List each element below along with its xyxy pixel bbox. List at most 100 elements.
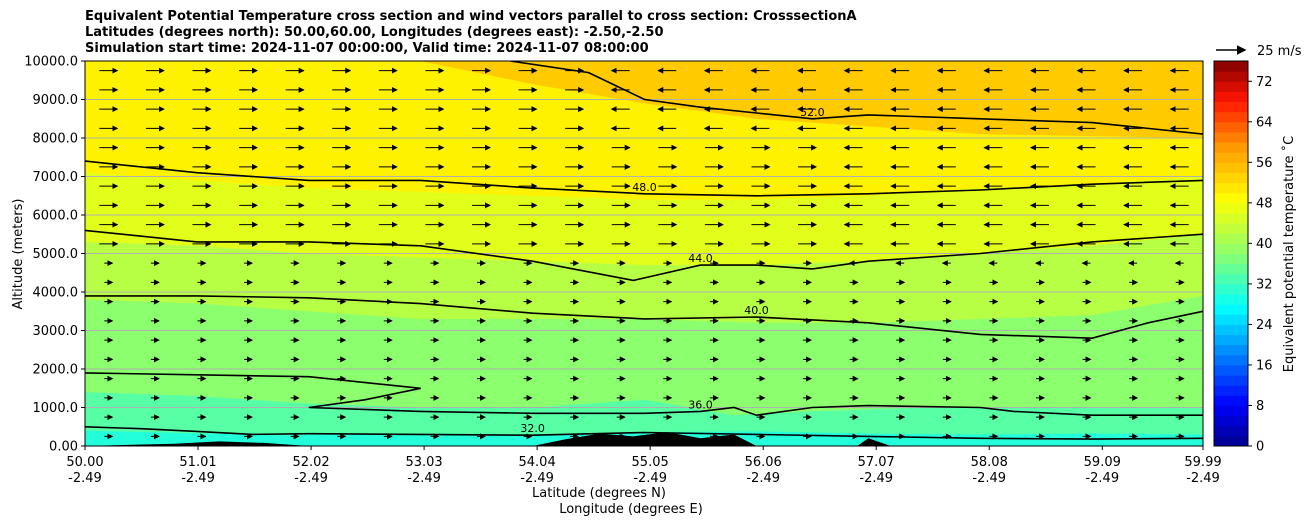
colorbar-segment	[1214, 435, 1248, 447]
x-tick-label-lon: -2.49	[972, 471, 1006, 486]
x-tick-label-lat: 50.00	[66, 455, 103, 470]
wind-key: 25 m/s	[1216, 44, 1302, 59]
y-tick-label: 9000.0	[33, 93, 79, 108]
colorbar-segment	[1214, 405, 1248, 417]
x-tick-label-lat: 58.08	[971, 455, 1008, 470]
y-tick-label: 3000.0	[33, 324, 79, 339]
colorbar-segment	[1214, 172, 1248, 184]
x-tick-label-lon: -2.49	[633, 471, 667, 486]
x-tick-label-lon: -2.49	[294, 471, 328, 486]
colorbar-segment	[1214, 233, 1248, 244]
x-tick-label-lat: 51.01	[179, 455, 216, 470]
colorbar-segment	[1214, 415, 1248, 427]
contour-label: 36.0	[688, 398, 713, 411]
contour-label: 44.0	[688, 252, 713, 265]
contour-label: 48.0	[632, 181, 657, 194]
colorbar-segment	[1214, 314, 1248, 325]
colorbar-tick-label: 48	[1256, 196, 1273, 211]
y-tick-label: 10000.0	[24, 55, 78, 70]
y-tick-label: 8000.0	[33, 132, 79, 147]
colorbar-segment	[1214, 375, 1248, 386]
colorbar-segment	[1214, 283, 1248, 295]
contour-label: 32.0	[520, 422, 545, 435]
x-tick-label-lon: -2.49	[520, 471, 554, 486]
colorbar: 0 8 16 24 32 40 48 56 64 72	[1213, 60, 1273, 455]
y-axis: 0.00 1000.0 2000.0 3000.0 4000.0 5000.0 6000.0…	[24, 55, 85, 455]
x-tick-label-lat: 54.04	[519, 455, 556, 470]
colorbar-tick-label: 72	[1256, 75, 1273, 90]
colorbar-segment	[1214, 121, 1248, 133]
colorbar-segment	[1214, 354, 1248, 366]
colorbar-segment	[1214, 142, 1248, 153]
colorbar-segment	[1214, 81, 1248, 92]
colorbar-tick-label: 24	[1256, 318, 1273, 333]
colorbar-segment	[1214, 294, 1248, 305]
colorbar-segment	[1214, 273, 1248, 285]
colorbar-segment	[1214, 61, 1248, 72]
colorbar-segment	[1214, 152, 1248, 163]
y-axis-label: Altitude (meters)	[11, 199, 26, 310]
colorbar-tick-label: 64	[1256, 115, 1273, 130]
x-tick-label-lat: 53.03	[405, 455, 442, 470]
x-tick-label-lon: -2.49	[68, 471, 102, 486]
contour-line	[85, 426, 1203, 440]
x-axis: 50.00-2.4951.01-2.4952.02-2.4953.03-2.49…	[66, 446, 1222, 486]
x-tick-label-lon: -2.49	[746, 471, 780, 486]
colorbar-segment	[1214, 253, 1248, 265]
contour-line	[85, 295, 1203, 340]
colorbar-segment	[1214, 111, 1248, 123]
x-tick-label-lat: 59.09	[1084, 455, 1121, 470]
colorbar-segment	[1214, 425, 1248, 437]
contour-line	[85, 372, 1203, 417]
y-tick-label: 5000.0	[33, 247, 79, 262]
title-line-3: Simulation start time: 2024-11-07 00:00:…	[85, 41, 649, 56]
x-tick-label-lon: -2.49	[1186, 471, 1220, 486]
terrain-silhouette	[85, 432, 1203, 446]
colorbar-tick-label: 8	[1256, 399, 1264, 414]
x-tick-label-lon: -2.49	[407, 471, 441, 486]
x-tick-label-lon: -2.49	[1085, 471, 1119, 486]
title-line-1: Equivalent Potential Temperature cross s…	[85, 9, 857, 24]
wind-key-label: 25 m/s	[1257, 44, 1302, 59]
x-tick-label-lon: -2.49	[859, 471, 893, 486]
colorbar-segment	[1214, 385, 1248, 396]
colorbar-segment	[1214, 223, 1248, 234]
colorbar-segment	[1214, 324, 1248, 336]
colorbar-tick-label: 0	[1256, 440, 1264, 455]
y-tick-label: 2000.0	[33, 363, 79, 378]
colorbar-segment	[1214, 182, 1248, 194]
contour-line	[85, 160, 1203, 197]
colorbar-tick-label: 40	[1256, 237, 1273, 252]
field-band	[85, 392, 1203, 446]
y-tick-label: 4000.0	[33, 286, 79, 301]
x-axis-label-lat: Latitude (degrees N)	[532, 486, 666, 501]
y-tick-label: 7000.0	[33, 170, 79, 185]
contour-label: 52.0	[800, 106, 825, 119]
x-tick-label-lat: 57.07	[858, 455, 895, 470]
x-tick-label-lat: 55.05	[632, 455, 669, 470]
x-tick-label-lon: -2.49	[181, 471, 215, 486]
colorbar-frame	[1213, 60, 1249, 447]
colorbar-segment	[1214, 334, 1248, 346]
contour-line	[510, 61, 1203, 135]
colorbar-segment	[1214, 344, 1248, 356]
colorbar-tick-label: 16	[1256, 358, 1273, 373]
colorbar-segment	[1214, 202, 1248, 214]
colorbar-segment	[1214, 364, 1248, 376]
colorbar-segment	[1214, 101, 1248, 113]
x-tick-label-lat: 59.99	[1184, 455, 1221, 470]
chart-title: Equivalent Potential Temperature cross s…	[85, 9, 857, 57]
x-tick-label-lat: 52.02	[292, 455, 329, 470]
x-axis-label-lon: Longitude (degrees E)	[559, 502, 703, 517]
colorbar-segment	[1214, 243, 1248, 254]
colorbar-segment	[1214, 162, 1248, 173]
colorbar-segment	[1214, 71, 1248, 82]
y-tick-label: 0.00	[49, 440, 78, 455]
terrain	[85, 432, 1203, 446]
colorbar-tick-label: 56	[1256, 156, 1273, 171]
y-tick-label: 6000.0	[33, 209, 79, 224]
wind-vectors	[99, 67, 1189, 440]
x-tick-label-lat: 56.06	[745, 455, 782, 470]
colorbar-label: Equivalent potential temperature ˚C	[1281, 136, 1297, 372]
